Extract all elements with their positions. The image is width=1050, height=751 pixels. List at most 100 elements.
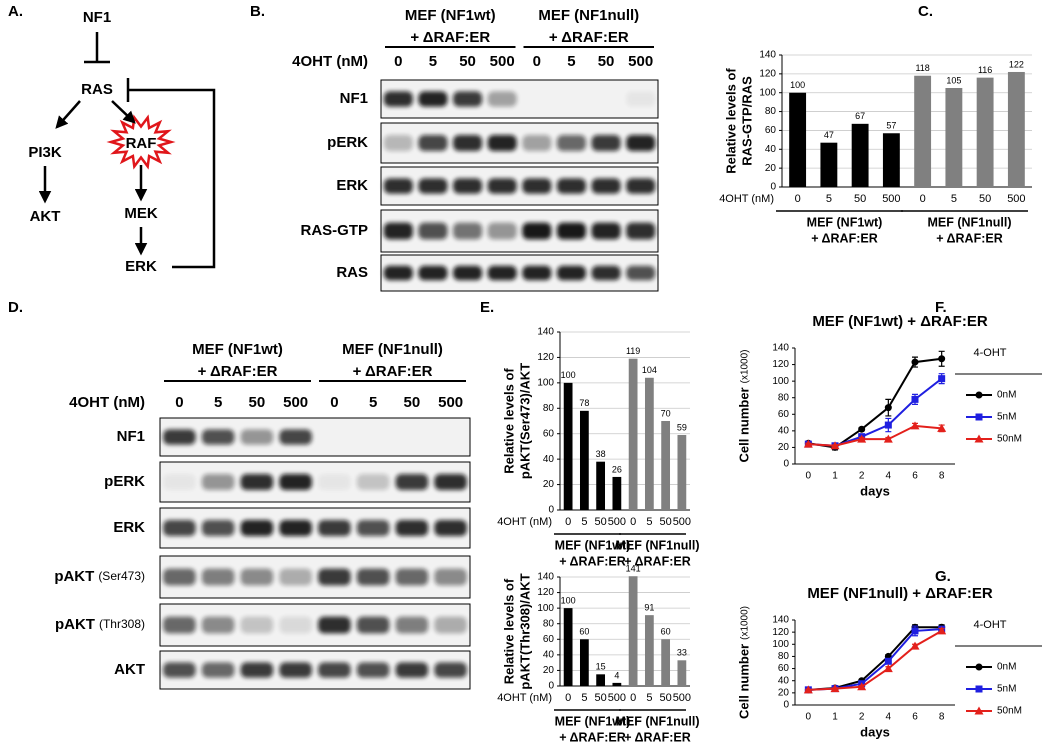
- blot-band: [556, 265, 586, 281]
- blot-band: [395, 474, 429, 490]
- y-tick-label: 100: [537, 603, 554, 614]
- blot-band: [240, 568, 274, 586]
- blot-band: [240, 616, 274, 634]
- y-tick-label: 120: [772, 627, 789, 638]
- x-tick-label: 50: [854, 193, 866, 205]
- blot-band: [453, 222, 483, 240]
- blot-band: [318, 662, 351, 678]
- y-tick-label: 100: [772, 376, 789, 387]
- bar: [661, 639, 671, 686]
- x-tick-label: 8: [939, 471, 945, 482]
- value-label: 118: [915, 63, 929, 73]
- x-axis-label: 4OHT (nM): [497, 516, 552, 528]
- marker: [830, 684, 840, 693]
- blot-band: [418, 265, 448, 281]
- panel-label: D.: [8, 299, 23, 316]
- marker: [910, 421, 920, 430]
- x-axis-label: 4OHT (nM): [497, 692, 552, 704]
- blot-band: [453, 265, 483, 281]
- blot-band: [626, 135, 656, 151]
- blot-band: [279, 662, 312, 678]
- blot-band: [395, 616, 429, 634]
- y-tick-label: 0: [783, 700, 789, 711]
- row-label: NF1: [117, 428, 145, 445]
- marker: [910, 641, 920, 650]
- x-tick-label: 50: [595, 516, 607, 528]
- series-line: [808, 628, 942, 691]
- legend-label: 50nM: [997, 434, 1022, 445]
- blot-band: [591, 135, 621, 151]
- blot-band: [318, 474, 351, 490]
- blot-band: [356, 568, 390, 586]
- y-tick-label: 100: [759, 87, 776, 98]
- y-tick-label: 0: [548, 505, 554, 516]
- x-tick-label: 5: [826, 193, 832, 205]
- marker: [938, 355, 946, 363]
- x-tick-label: 500: [608, 516, 626, 528]
- blot-band: [383, 222, 413, 240]
- y-axis-label-group: Cell number (x1000): [736, 349, 751, 462]
- y-axis-label-group: Cell number (x1000): [736, 606, 751, 719]
- y-tick-label: 40: [778, 425, 790, 436]
- y-tick-label: 40: [543, 649, 555, 660]
- blot-band: [522, 178, 552, 194]
- x-tick-label: 500: [1007, 193, 1025, 205]
- series-line: [808, 626, 942, 691]
- blot-band: [201, 520, 235, 536]
- x-tick-label: 0: [795, 193, 801, 205]
- x-tick-label: 2: [859, 471, 865, 482]
- lane-label: 0: [394, 53, 402, 70]
- blot-band: [418, 178, 448, 194]
- y-tick-label: 60: [778, 409, 790, 420]
- legend-label: 0nM: [997, 662, 1016, 673]
- y-tick-label: 140: [772, 615, 789, 626]
- lane-label: 50: [598, 53, 615, 70]
- marker: [858, 425, 866, 433]
- x-tick-label: 4: [886, 712, 892, 723]
- marker: [975, 685, 983, 693]
- blot-band: [434, 474, 467, 490]
- marker: [937, 423, 947, 432]
- marker: [830, 441, 840, 450]
- lane-label: 500: [628, 53, 653, 70]
- lane-label: 0: [330, 394, 338, 411]
- y-tick-label: 80: [543, 618, 555, 629]
- value-label: 141: [626, 564, 641, 574]
- bar: [661, 421, 671, 510]
- value-label: 57: [886, 121, 896, 131]
- blot-band: [201, 662, 235, 678]
- x-tick-label: 4: [886, 471, 892, 482]
- y-axis-unit: (x1000): [740, 349, 751, 383]
- blot-band: [434, 616, 467, 634]
- bar: [914, 75, 932, 187]
- value-label: 4: [614, 670, 619, 680]
- y-tick-label: 20: [778, 442, 790, 453]
- x-tick-label: 0: [565, 516, 571, 528]
- blot-band: [318, 568, 351, 586]
- x-tick-label: 500: [673, 692, 691, 704]
- blot-band: [356, 616, 390, 634]
- marker: [857, 682, 867, 691]
- y-tick-label: 60: [543, 634, 555, 645]
- y-tick-label: 120: [759, 68, 776, 79]
- y-axis-label: Cell number: [736, 387, 751, 462]
- blot-band: [453, 178, 483, 194]
- value-label: 116: [978, 65, 992, 75]
- legend-label: 5nM: [997, 684, 1016, 695]
- panel-label: B.: [250, 3, 265, 20]
- group-label: + ΔRAF:ER: [549, 29, 629, 46]
- lane-label: 5: [214, 394, 222, 411]
- group-label: MEF (NF1wt): [405, 7, 496, 24]
- pathway-diagram: NF1 RAS PI3K RAF AKT MEK ERK: [28, 9, 216, 275]
- marker: [974, 434, 984, 443]
- lane-label: 0: [533, 53, 541, 70]
- x-tick-label: 5: [646, 516, 652, 528]
- y-tick-label: 80: [543, 403, 555, 414]
- blot-band: [434, 662, 467, 678]
- marker: [911, 627, 919, 635]
- y-tick-label: 40: [778, 675, 790, 686]
- row-label: ERK: [113, 519, 145, 536]
- node: ERK: [125, 258, 157, 275]
- chart-title: MEF (NF1null) + ΔRAF:ER: [807, 585, 993, 602]
- marker: [937, 626, 947, 635]
